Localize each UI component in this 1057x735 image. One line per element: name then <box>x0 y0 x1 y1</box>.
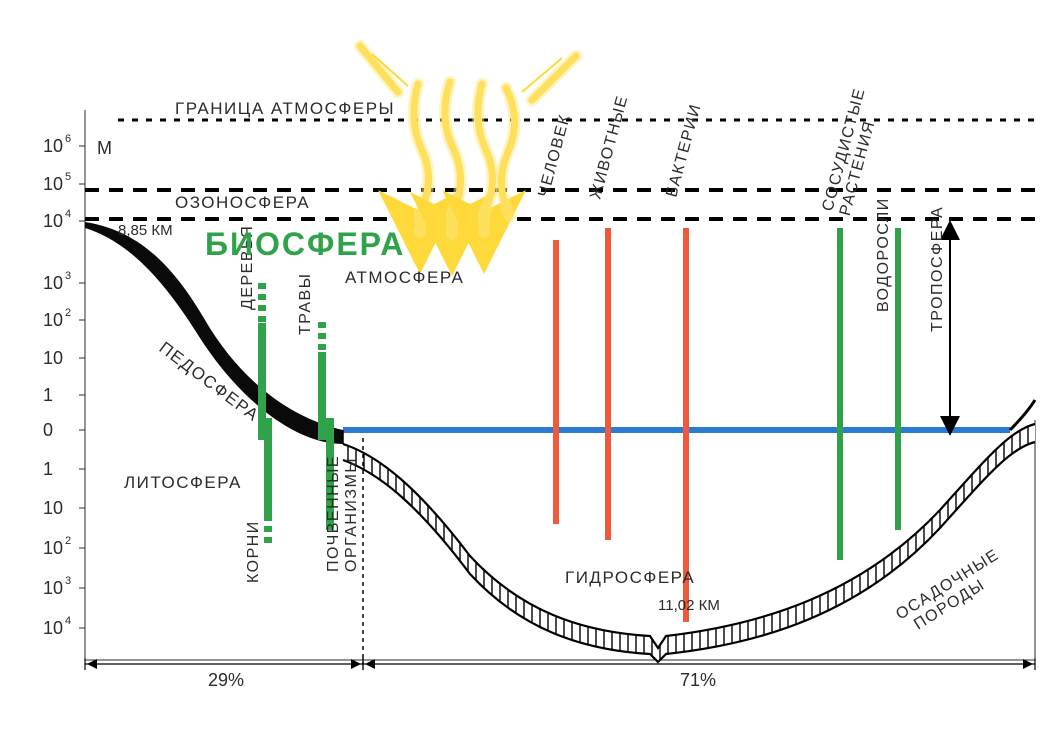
svg-text:4: 4 <box>65 615 71 627</box>
ytick-above: 10 <box>43 348 63 368</box>
ytick-above: 10 <box>43 174 63 194</box>
hydrosphere-label: ГИДРОСФЕРА <box>565 568 695 587</box>
y-unit: М <box>97 138 112 158</box>
svg-text:5: 5 <box>65 171 71 183</box>
layer-label: ГРАНИЦА АТМОСФЕРЫ <box>175 99 395 118</box>
svg-text:3: 3 <box>65 575 71 587</box>
svg-text:3: 3 <box>65 270 71 282</box>
bracket-water-label: 71% <box>680 670 716 690</box>
bar-label: КОРНИ <box>245 520 262 583</box>
bar-label: ВОДОРОСЛИ <box>875 197 892 312</box>
bar-сосудистые: СОСУДИСТЫЕРАСТЕНИЯ <box>819 86 886 560</box>
bar-label: БАКТЕРИИ <box>663 102 704 199</box>
bar-label: ЖИВОТНЫЕ <box>587 93 631 201</box>
bar-бактерии: БАКТЕРИИ <box>663 102 704 622</box>
ytick-below: 10 <box>43 578 63 598</box>
svg-text:4: 4 <box>65 208 71 220</box>
svg-text:2: 2 <box>65 535 71 547</box>
lithosphere-label: ЛИТОСФЕРА <box>124 473 242 492</box>
bar-label: ТРАВЫ <box>297 273 314 335</box>
ytick-above: 10 <box>43 136 63 156</box>
svg-text:2: 2 <box>65 307 71 319</box>
ytick-above: 1 <box>43 385 53 405</box>
bracket-land-label: 29% <box>208 670 244 690</box>
ytick-below: 1 <box>43 459 53 479</box>
svg-text:6: 6 <box>65 133 71 145</box>
ytick-below: 10 <box>43 498 63 518</box>
atmosphere-label: АТМОСФЕРА <box>345 268 464 287</box>
everest-height: 8,85 КМ <box>118 222 173 239</box>
ytick-above: 0 <box>43 420 53 440</box>
ytick-below: 10 <box>43 538 63 558</box>
mariana-depth: 11,02 КМ <box>658 597 720 614</box>
bar-label: ПОЧВЕННЫЕ <box>325 455 342 572</box>
bar-человек: ЧЕЛОВЕК <box>535 112 574 524</box>
ytick-above: 10 <box>43 310 63 330</box>
svg-text:ОРГАНИЗМЫ: ОРГАНИЗМЫ <box>343 457 360 572</box>
biosphere-label: БИОСФЕРА <box>205 226 405 262</box>
sun-rays <box>360 46 576 234</box>
bar-водоросли: ВОДОРОСЛИ <box>875 197 898 530</box>
bar-label: ЧЕЛОВЕК <box>535 112 574 199</box>
bar-корни: КОРНИ <box>245 418 268 583</box>
ytick-above: 10 <box>43 273 63 293</box>
ytick-above: 10 <box>43 211 63 231</box>
ytick-below: 10 <box>43 618 63 638</box>
troposphere-label: ТРОПОСФЕРА <box>929 206 946 332</box>
bar-животные: ЖИВОТНЫЕ <box>587 93 631 540</box>
layer-label: ОЗОНОСФЕРА <box>175 193 310 212</box>
